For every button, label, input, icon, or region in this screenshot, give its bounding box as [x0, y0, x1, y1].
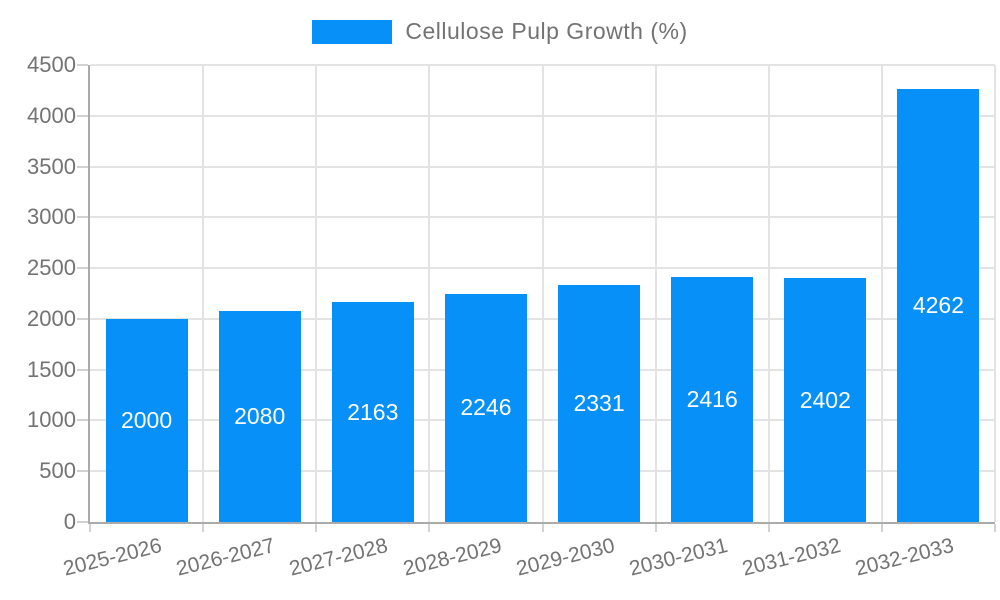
- bar-value-label: 2000: [120, 406, 173, 433]
- gridline-vertical: [994, 65, 996, 522]
- bar-value-label: 2246: [460, 394, 512, 421]
- x-tick-label: 2030-2031: [626, 534, 730, 581]
- plot-area: 2000 2080 2163 2246 2331 2416 2402 4262: [77, 64, 996, 532]
- gridline-vertical: [541, 65, 544, 522]
- y-tick-label: 0: [63, 509, 76, 534]
- y-axis: 0 500 1000 1500 2000 2500 3000 3500 4000 4500: [0, 52, 76, 534]
- bar[interactable]: 2331: [558, 285, 641, 522]
- y-tick-label: 4000: [27, 102, 76, 128]
- x-tick-mark: [315, 524, 318, 532]
- gridline-vertical: [767, 65, 770, 522]
- bar-value-label: 2402: [799, 386, 851, 413]
- y-tick-mark: [77, 368, 88, 371]
- legend-label: Cellulose Pulp Growth (%): [405, 18, 688, 44]
- x-tick-mark: [654, 524, 657, 532]
- x-tick-mark: [767, 524, 770, 532]
- bar-value-label: 2416: [686, 385, 738, 412]
- y-tick-mark: [77, 216, 88, 219]
- x-tick-label: 2032-2033: [852, 534, 957, 581]
- y-tick-mark: [77, 165, 88, 168]
- bar-value-label: 2163: [347, 398, 399, 425]
- y-tick-label: 2000: [27, 305, 76, 331]
- y-tick-label: 2500: [27, 255, 76, 281]
- gridline-vertical: [654, 65, 657, 522]
- gridline-vertical: [880, 65, 883, 522]
- y-tick-mark: [77, 419, 88, 422]
- y-tick-mark: [77, 64, 88, 66]
- x-tick-label: 2026-2027: [174, 534, 278, 581]
- legend-swatch: [312, 19, 393, 44]
- y-tick-label: 3000: [27, 204, 76, 230]
- bar[interactable]: 2080: [218, 310, 301, 522]
- x-tick-label: 2028-2029: [400, 534, 504, 581]
- x-tick-mark: [994, 524, 996, 532]
- bar-value-label: 2080: [234, 402, 286, 429]
- bar[interactable]: 2246: [444, 293, 527, 522]
- y-tick-mark: [77, 470, 88, 473]
- y-tick-mark: [77, 521, 88, 523]
- y-tick-mark: [77, 114, 88, 117]
- bar[interactable]: 2000: [105, 318, 188, 522]
- bar[interactable]: 2163: [331, 302, 414, 522]
- x-tick-mark: [202, 524, 205, 532]
- x-tick-label: 2025-2026: [61, 534, 165, 581]
- x-tick-label: 2027-2028: [287, 534, 391, 581]
- bar-value-label: 4262: [912, 292, 965, 319]
- gridline-vertical: [315, 65, 318, 522]
- y-tick-label: 500: [39, 458, 76, 484]
- legend[interactable]: Cellulose Pulp Growth (%): [0, 18, 1000, 45]
- x-tick-mark: [89, 524, 91, 532]
- bar-value-label: 2331: [573, 390, 625, 417]
- y-tick-label: 3500: [27, 153, 76, 179]
- y-tick-mark: [77, 317, 88, 320]
- x-tick-label: 2029-2030: [513, 534, 617, 581]
- y-tick-mark: [77, 267, 88, 270]
- x-tick-mark: [428, 524, 431, 532]
- y-tick-label: 4500: [27, 52, 76, 77]
- gridline-vertical: [428, 65, 431, 522]
- x-tick-mark: [880, 524, 883, 532]
- gridline-vertical: [202, 65, 205, 522]
- x-tick-label: 2031-2032: [739, 534, 843, 581]
- bar[interactable]: 2402: [784, 278, 867, 522]
- y-tick-label: 1500: [27, 356, 76, 382]
- y-tick-label: 1000: [27, 407, 76, 433]
- x-tick-mark: [541, 524, 544, 532]
- bar[interactable]: 2416: [671, 276, 754, 522]
- bar[interactable]: 4262: [897, 89, 980, 522]
